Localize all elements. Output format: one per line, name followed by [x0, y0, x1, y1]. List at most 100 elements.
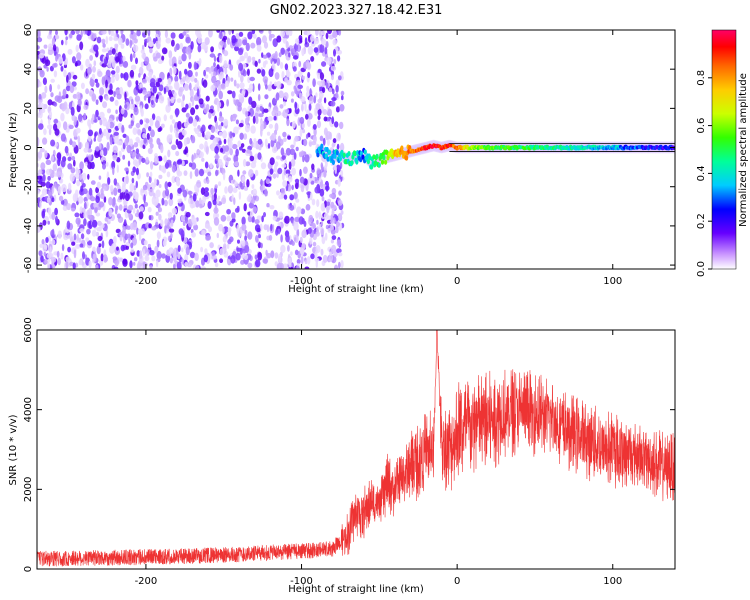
noise-speck: [276, 262, 283, 269]
noise-speck: [110, 70, 116, 75]
noise-speck: [126, 233, 131, 239]
noise-speck: [120, 244, 126, 252]
noise-speck: [333, 58, 337, 65]
noise-speck: [95, 186, 99, 194]
noise-speck: [139, 83, 143, 88]
noise-speck: [97, 70, 103, 78]
noise-speck: [64, 39, 68, 46]
noise-speck: [227, 227, 232, 233]
noise-speck: [47, 262, 50, 269]
noise-speck: [183, 149, 188, 155]
noise-speck: [155, 260, 159, 268]
noise-speck: [160, 165, 166, 173]
noise-speck: [122, 55, 126, 62]
noise-speck: [127, 79, 132, 88]
noise-speck: [247, 231, 253, 240]
noise-speck: [188, 82, 192, 91]
noise-speck: [60, 133, 66, 142]
noise-speck: [297, 44, 301, 53]
noise-speck: [300, 247, 304, 257]
noise-speck: [134, 203, 138, 209]
noise-speck: [87, 161, 93, 170]
noise-speck: [295, 265, 300, 269]
noise-speck: [113, 187, 118, 196]
noise-speck: [211, 75, 217, 84]
noise-speck: [228, 30, 232, 36]
noise-speck: [69, 85, 75, 93]
noise-speck: [148, 223, 152, 229]
noise-speck: [147, 41, 154, 47]
noise-speck: [244, 245, 250, 253]
noise-speck: [116, 246, 119, 251]
noise-speck: [277, 135, 281, 143]
noise-speck: [316, 169, 322, 178]
noise-speck: [301, 48, 305, 57]
noise-speck: [307, 113, 313, 120]
noise-speck: [310, 34, 315, 42]
noise-speck: [236, 205, 240, 212]
noise-speck: [170, 219, 174, 227]
noise-speck: [140, 49, 145, 54]
noise-speck: [236, 83, 240, 89]
noise-speck: [181, 107, 187, 113]
noise-speck: [87, 173, 90, 180]
noise-speck: [270, 138, 275, 148]
noise-speck: [114, 207, 118, 215]
noise-speck: [125, 175, 129, 185]
x-tick-label: 100: [603, 276, 622, 287]
noise-speck: [41, 188, 48, 196]
noise-speck: [81, 207, 86, 213]
noise-speck: [164, 218, 168, 226]
noise-speck: [149, 117, 154, 127]
noise-speck: [288, 52, 291, 58]
noise-speck: [220, 83, 226, 90]
noise-speck: [108, 30, 111, 35]
noise-speck: [290, 91, 295, 97]
colorbar-tick-label: 0.8: [696, 70, 707, 86]
noise-speck: [260, 179, 263, 186]
noise-speck: [115, 73, 120, 82]
noise-speck: [258, 113, 264, 118]
noise-speck: [212, 199, 217, 206]
noise-speck: [60, 159, 66, 168]
noise-speck: [258, 146, 262, 151]
signal-point: [400, 145, 404, 151]
noise-speck: [115, 30, 119, 34]
noise-speck: [335, 221, 340, 228]
noise-speck: [167, 181, 172, 188]
noise-speck: [246, 149, 252, 154]
noise-speck: [302, 123, 305, 129]
noise-speck: [70, 167, 76, 174]
noise-speck: [51, 211, 56, 221]
noise-speck: [112, 154, 118, 161]
noise-speck: [272, 215, 277, 221]
noise-speck: [275, 161, 279, 167]
noise-speck: [129, 39, 132, 49]
noise-speck: [248, 169, 254, 178]
noise-speck: [218, 181, 222, 187]
noise-speck: [163, 87, 167, 95]
noise-speck: [258, 234, 261, 239]
noise-speck: [276, 57, 281, 66]
noise-speck: [215, 169, 219, 177]
noise-speck: [145, 118, 150, 124]
noise-speck: [105, 121, 111, 129]
noise-speck: [170, 32, 176, 39]
noise-speck: [226, 99, 230, 107]
noise-speck: [254, 169, 259, 177]
noise-speck: [280, 244, 286, 253]
noise-speck: [131, 115, 135, 122]
noise-speck: [195, 71, 198, 77]
noise-speck: [77, 98, 82, 107]
noise-speck: [58, 56, 63, 64]
noise-speck: [50, 78, 55, 83]
noise-speck: [315, 30, 319, 36]
noise-speck: [129, 260, 133, 269]
noise-speck: [286, 71, 291, 78]
spectrogram-x-ticks: -200 -100 0 100: [135, 30, 622, 287]
noise-speck: [83, 147, 89, 153]
noise-speck: [242, 170, 247, 175]
noise-speck: [76, 233, 80, 242]
noise-speck: [74, 193, 79, 202]
